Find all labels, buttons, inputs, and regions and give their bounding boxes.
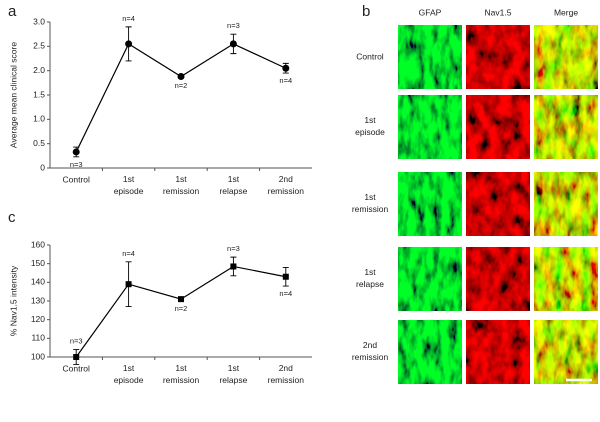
y-tick-label: 2.5	[33, 41, 45, 51]
micrograph-texture	[534, 247, 598, 311]
annotation: n=3	[70, 337, 83, 346]
x-tick-label: Control	[62, 363, 90, 373]
micrograph-texture	[466, 320, 530, 384]
row-label: 2nd remission	[352, 340, 389, 362]
micrograph-texture	[398, 95, 462, 159]
annotation: n=4	[122, 14, 135, 23]
marker	[125, 40, 133, 48]
marker	[177, 73, 185, 81]
row-label: 1st remission	[352, 192, 389, 214]
annotation: n=2	[175, 81, 188, 90]
y-tick-label: 140	[31, 277, 45, 287]
y-tick-label: 160	[31, 239, 45, 249]
marker	[73, 354, 80, 360]
y-tick-label: 100	[31, 351, 45, 361]
y-tick-label: 110	[31, 333, 45, 343]
annotation: n=4	[122, 249, 135, 258]
micrograph-texture	[398, 25, 462, 89]
y-tick-label: 0	[40, 162, 45, 172]
column-header: Merge	[554, 7, 578, 17]
x-tick-label: 2nd remission	[268, 174, 305, 196]
y-tick-label: 130	[31, 295, 45, 305]
panel-label: c	[8, 209, 16, 226]
marker	[282, 273, 289, 280]
annotation: n=2	[175, 304, 188, 313]
panel-label: b	[362, 3, 370, 20]
annotation: n=4	[279, 76, 292, 85]
micrograph-texture	[398, 172, 462, 236]
y-tick-label: 1.5	[33, 89, 45, 99]
y-axis-label: Average mean clinical score	[8, 42, 18, 148]
marker	[72, 148, 80, 156]
y-tick-label: 1.0	[33, 114, 45, 124]
marker	[230, 263, 237, 270]
y-tick-label: 0.5	[33, 138, 45, 148]
y-axis-label: % Nav1.5 intensity	[8, 265, 18, 336]
micrograph-texture	[466, 247, 530, 311]
annotation: n=3	[227, 244, 240, 253]
column-header: GFAP	[419, 7, 442, 17]
micrograph-texture	[534, 172, 598, 236]
micrograph-texture	[534, 25, 598, 89]
annotation: n=3	[70, 160, 83, 169]
micrograph-texture	[466, 172, 530, 236]
x-tick-label: 1st relapse	[219, 174, 247, 196]
marker	[125, 281, 132, 288]
row-label: 1st relapse	[356, 267, 384, 289]
micrograph-texture	[534, 320, 598, 384]
marker	[178, 296, 184, 303]
column-header: Nav1.5	[485, 7, 512, 17]
micrograph-texture	[398, 320, 462, 384]
data-line	[75, 43, 287, 153]
y-tick-label: 150	[31, 258, 45, 268]
x-tick-label: 1st episode	[114, 363, 144, 385]
x-tick-label: 1st remission	[163, 363, 200, 385]
y-tick-label: 2.0	[33, 65, 45, 75]
row-label: 1st episode	[355, 115, 385, 137]
y-tick-label: 120	[31, 314, 45, 324]
micrograph-texture	[534, 95, 598, 159]
x-tick-label: 1st relapse	[219, 363, 247, 385]
y-tick-label: 3.0	[33, 16, 45, 26]
x-tick-label: Control	[62, 174, 90, 184]
panel-label: a	[8, 3, 17, 20]
marker	[229, 40, 237, 48]
annotation: n=3	[227, 21, 240, 30]
micrograph-texture	[466, 25, 530, 89]
annotation: n=4	[279, 289, 292, 298]
micrograph-texture	[466, 95, 530, 159]
row-label: Control	[356, 51, 384, 61]
marker	[282, 64, 290, 72]
x-tick-label: 2nd remission	[268, 363, 305, 385]
micrograph-texture	[398, 247, 462, 311]
x-tick-label: 1st episode	[114, 174, 144, 196]
x-tick-label: 1st remission	[163, 174, 200, 196]
